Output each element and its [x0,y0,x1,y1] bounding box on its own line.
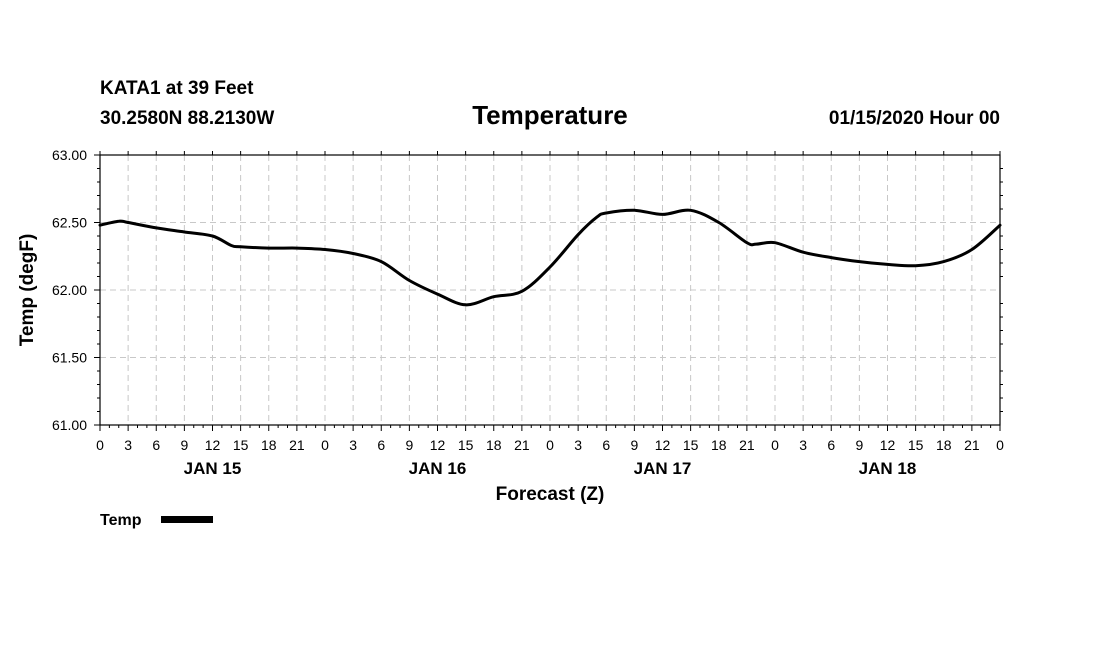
x-tick-label: 18 [261,437,277,453]
legend-swatch-temp [161,516,213,523]
date-labels: JAN 15 JAN 16 JAN 17 JAN 18 [184,459,917,478]
x-tick-label: 21 [739,437,755,453]
date-label: JAN 16 [409,459,467,478]
y-tick-label: 62.00 [52,282,87,298]
x-tick-label: 15 [233,437,249,453]
x-tick-label: 3 [124,437,132,453]
x-tick-label: 0 [546,437,554,453]
x-tick-label: 9 [405,437,413,453]
x-tick-label: 3 [799,437,807,453]
x-tick-label: 15 [458,437,474,453]
legend-label-temp: Temp [100,512,142,529]
x-tick-label: 18 [486,437,502,453]
axis-ticks [94,151,1003,431]
coordinates-label: 30.2580N 88.2130W [100,108,274,129]
x-tick-label: 12 [655,437,671,453]
y-tick-label: 61.00 [52,417,87,433]
y-tick-label: 63.00 [52,147,87,163]
timestamp-label: 01/15/2020 Hour 00 [829,108,1000,129]
x-tick-label: 6 [827,437,835,453]
x-tick-label: 6 [602,437,610,453]
x-tick-label: 21 [514,437,530,453]
x-tick-label: 12 [880,437,896,453]
x-tick-label: 15 [683,437,699,453]
x-tick-label: 9 [855,437,863,453]
series-line-temp [98,208,1002,307]
x-tick-label: 18 [936,437,952,453]
x-tick-label: 6 [152,437,160,453]
x-tick-label: 9 [630,437,638,453]
x-tick-label: 15 [908,437,924,453]
date-label: JAN 18 [859,459,917,478]
plot-frame [99,154,1001,426]
x-tick-label: 12 [205,437,221,453]
grid [100,155,1000,425]
x-tick-label: 0 [321,437,329,453]
x-tick-label: 0 [771,437,779,453]
x-tick-label: 3 [574,437,582,453]
x-tick-label: 21 [964,437,980,453]
date-label: JAN 15 [184,459,242,478]
x-axis-title: Forecast (Z) [496,484,605,505]
y-axis-title: Temp (degF) [17,234,38,347]
x-tick-label: 6 [377,437,385,453]
x-tick-label: 12 [430,437,446,453]
y-tick-label: 62.50 [52,215,87,231]
x-tick-label: 21 [289,437,305,453]
x-tick-label: 0 [96,437,104,453]
x-tick-label: 0 [996,437,1004,453]
station-label: KATA1 at 39 Feet [100,78,254,99]
y-tick-labels: 61.00 61.50 62.00 62.50 63.00 [52,147,87,433]
y-tick-label: 61.50 [52,350,87,366]
x-tick-labels: 0 3 6 9 12 15 18 21 0 3 6 9 12 15 18 21 0 3 6 9 12 15 18 21 0 3 6 9… [96,437,1004,453]
x-tick-label: 3 [349,437,357,453]
date-label: JAN 17 [634,459,692,478]
x-tick-label: 18 [711,437,727,453]
chart-title: Temperature [472,100,628,130]
x-tick-label: 9 [180,437,188,453]
